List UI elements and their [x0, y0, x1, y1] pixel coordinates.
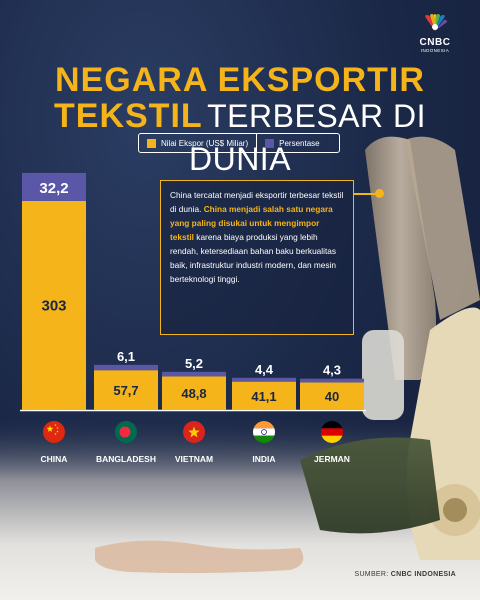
- tick-label-jerman: JERMAN: [314, 454, 350, 464]
- source-value: CNBC INDONESIA: [390, 571, 456, 578]
- legend: Nilai Ekspor (US$ Miliar) Persentase: [138, 133, 340, 153]
- data-label-percent-vietnam: 5,2: [185, 356, 203, 371]
- bar-percent-jerman: [300, 378, 364, 383]
- tick-label-bangladesh: BANGLADESH: [96, 454, 156, 464]
- india-flag-icon: [253, 421, 275, 443]
- bar-percent-india: [232, 377, 296, 382]
- legend-label-percent: Persentase: [279, 138, 320, 148]
- bar-percent-vietnam: [162, 371, 226, 377]
- peacock-icon: [425, 14, 447, 31]
- annotation-connector: [354, 193, 378, 195]
- annotation-text-2: karena biaya produksi yang lebih rendah,…: [170, 232, 337, 284]
- data-label-export-jerman: 40: [325, 389, 339, 404]
- bar-export-vietnam: [162, 376, 226, 410]
- data-label-percent-china: 32,2: [39, 180, 68, 197]
- data-label-export-vietnam: 48,8: [181, 386, 206, 401]
- data-label-percent-india: 4,4: [255, 362, 274, 377]
- source-label: SUMBER:: [354, 571, 389, 578]
- data-label-percent-bangladesh: 6,1: [117, 349, 135, 364]
- annotation-dot: [375, 189, 384, 198]
- bar-export-jerman: [300, 382, 364, 410]
- bangladesh-flag-icon: [115, 421, 137, 443]
- vietnam-flag-icon: [183, 421, 205, 443]
- legend-item-percent: Persentase: [256, 134, 327, 152]
- annotation-box: China tercatat menjadi eksportir terbesa…: [160, 180, 354, 335]
- annotation-highlight: China menjadi salah satu negara yang pal…: [170, 204, 333, 242]
- tick-label-china: CHINA: [41, 454, 68, 464]
- bar-export-china: [22, 200, 86, 410]
- data-label-export-bangladesh: 57,7: [113, 383, 138, 398]
- legend-swatch-export: [147, 138, 156, 148]
- title-line-2-rest: TERBESAR DI DUNIA: [188, 98, 426, 177]
- legend-swatch-percent: [265, 138, 275, 148]
- title-line-1: NEGARA EKSPORTIR: [55, 61, 425, 99]
- chart-title: NEGARA EKSPORTIR TEKSTIL TERBESAR DI DUN…: [0, 62, 480, 184]
- source-note: SUMBER: CNBC INDONESIA: [354, 571, 456, 578]
- title-line-2-bold: TEKSTIL: [54, 97, 203, 135]
- annotation-text-1: China tercatat menjadi eksportir terbesa…: [170, 190, 344, 214]
- brand-name: CNBC: [419, 37, 451, 48]
- bar-percent-bangladesh: [94, 364, 158, 371]
- china-flag-icon: [43, 421, 65, 443]
- legend-label-export: Nilai Ekspor (US$ Miliar): [161, 138, 249, 148]
- data-label-export-china: 303: [41, 297, 66, 314]
- data-label-export-india: 41,1: [251, 389, 276, 404]
- brand-sub: INDONESIA: [420, 48, 450, 53]
- bar-percent-china: [22, 172, 86, 201]
- legend-item-export: Nilai Ekspor (US$ Miliar): [139, 134, 256, 152]
- cnbc-logo: CNBC INDONESIA: [412, 14, 458, 54]
- bar-export-india: [232, 381, 296, 410]
- data-label-percent-jerman: 4,3: [323, 363, 341, 378]
- tick-label-vietnam: VIETNAM: [175, 454, 213, 464]
- germany-flag-icon: [321, 421, 343, 443]
- bar-export-bangladesh: [94, 370, 158, 410]
- tick-label-india: INDIA: [252, 454, 275, 464]
